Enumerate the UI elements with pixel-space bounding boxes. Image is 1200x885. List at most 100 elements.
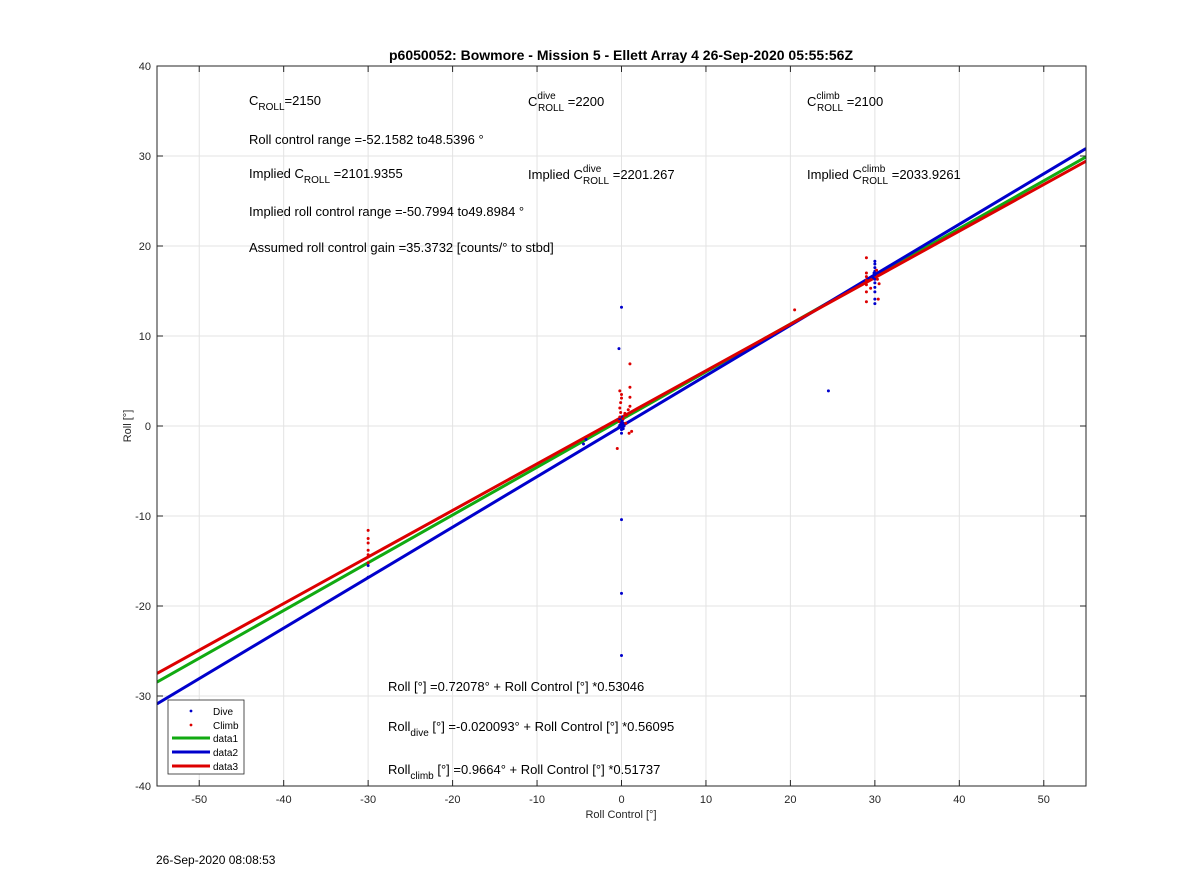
y-tick-label: 20 (139, 241, 151, 253)
data-points (366, 256, 881, 657)
x-tick-label: 0 (618, 794, 624, 806)
y-tick-label: 0 (145, 421, 151, 433)
dive-point (873, 266, 877, 270)
y-tick-label: 10 (139, 331, 151, 343)
climb-point (366, 528, 370, 532)
c-roll-dive-annotation: Cdive ROLL =2200 (528, 91, 604, 114)
climb-point (619, 411, 623, 414)
legend-label-data1: data1 (213, 734, 238, 745)
x-tick-label: 50 (1038, 794, 1050, 806)
climb-point (864, 278, 868, 282)
climb-point (630, 429, 634, 433)
dive-point (366, 564, 370, 567)
climb-point (615, 447, 619, 450)
dive-point (620, 305, 623, 309)
climb-point (619, 401, 623, 405)
y-axis-ticks: -40 -30 -20 -10 0 10 20 30 40 (135, 61, 1086, 793)
climb-point (864, 256, 868, 260)
dive-point (872, 271, 876, 275)
dive-point (617, 425, 621, 429)
y-axis-label: Roll [°] (122, 410, 134, 443)
climb-point (864, 300, 868, 304)
climb-point (618, 415, 622, 419)
dive-point (873, 297, 877, 301)
fit-equation-dive: Rolldive [°] =-0.020093° + Roll Control … (388, 719, 674, 739)
climb-point (626, 408, 630, 412)
dive-point (622, 424, 626, 428)
implied-c-roll: Implied CROLL =2101.9355 (249, 166, 403, 186)
climb-point (618, 389, 622, 393)
dive-point (873, 281, 877, 285)
climb-point (864, 283, 868, 287)
climb-point (624, 421, 628, 425)
y-tick-label: -30 (135, 691, 151, 703)
climb-point (793, 308, 797, 312)
chart-title: p6050052: Bowmore - Mission 5 - Ellett A… (389, 47, 853, 63)
implied-roll-range: Implied roll control range =-50.7994 to4… (249, 204, 524, 219)
x-tick-label: 40 (953, 794, 965, 806)
dive-point (873, 285, 877, 289)
climb-point (618, 406, 622, 410)
climb-point (864, 271, 868, 275)
climb-point (621, 417, 625, 421)
climb-point (628, 395, 632, 399)
c-roll-annotation: CROLL=2150 (249, 93, 321, 113)
x-tick-label: -40 (276, 794, 292, 806)
c-roll-climb-annotation: Cclimb ROLL =2100 (807, 91, 883, 114)
climb-point (875, 277, 879, 281)
y-tick-label: 30 (139, 151, 151, 163)
legend-label-dive: Dive (213, 707, 233, 718)
climb-point (366, 561, 370, 565)
dive-point (584, 438, 588, 441)
climb-point (366, 548, 370, 552)
legend-marker-climb (189, 723, 193, 727)
climb-point (366, 553, 370, 557)
climb-point (628, 404, 632, 408)
fit-equation-climb: Rollclimb [°] =0.9664° + Roll Control [°… (388, 762, 660, 782)
x-tick-label: 10 (700, 794, 712, 806)
legend-label-data2: data2 (213, 748, 238, 759)
climb-point (628, 385, 632, 389)
x-tick-label: -10 (529, 794, 545, 806)
x-axis-ticks: -50 -40 -30 -20 -10 0 10 20 30 40 50 (191, 66, 1050, 806)
print-timestamp: 26-Sep-2020 08:08:53 (156, 853, 276, 867)
x-tick-label: -20 (445, 794, 461, 806)
climb-point (876, 297, 880, 301)
climb-point (877, 282, 881, 286)
dive-point (871, 276, 875, 279)
legend: Dive Climb data1 data2 data3 (167, 699, 245, 775)
y-tick-label: -10 (135, 511, 151, 523)
legend-marker-dive (189, 709, 193, 713)
climb-point (623, 411, 627, 415)
dive-point (620, 431, 623, 435)
dive-point (366, 575, 370, 579)
x-tick-label: -30 (360, 794, 376, 806)
climb-point (627, 431, 631, 435)
dive-point (873, 290, 877, 294)
implied-c-roll-climb: Implied Cclimb ROLL =2033.9261 (807, 164, 961, 187)
climb-point (864, 290, 868, 294)
fit-line-data2 (157, 147, 1086, 706)
implied-c-roll-dive: Implied Cdive ROLL =2201.267 (528, 164, 675, 187)
climb-point (366, 537, 370, 540)
climb-point (620, 393, 623, 396)
dive-point (620, 654, 623, 657)
x-tick-label: -50 (191, 794, 207, 806)
climb-point (628, 362, 632, 366)
dive-point (873, 259, 877, 263)
dive-point (873, 302, 877, 306)
y-tick-label: -40 (135, 781, 151, 793)
climb-point (620, 396, 623, 400)
dive-point (621, 427, 625, 431)
climb-point (864, 275, 868, 279)
roll-control-gain: Assumed roll control gain =35.3732 [coun… (249, 240, 554, 255)
x-tick-label: 30 (869, 794, 881, 806)
climb-point (366, 541, 370, 545)
y-tick-label: 40 (139, 61, 151, 73)
climb-point (869, 286, 873, 290)
legend-label-climb: Climb (213, 721, 239, 732)
dive-point (873, 262, 877, 266)
dive-point (620, 518, 623, 522)
dive-point (617, 347, 621, 351)
